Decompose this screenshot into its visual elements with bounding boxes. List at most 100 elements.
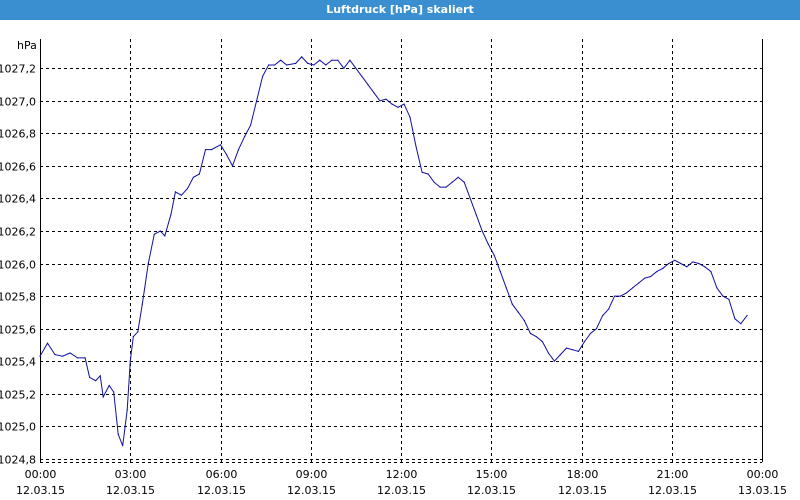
data-point xyxy=(113,391,115,393)
data-point xyxy=(415,145,417,147)
data-point xyxy=(256,100,258,102)
data-point xyxy=(746,315,748,317)
data-point xyxy=(728,298,730,300)
data-point xyxy=(307,62,309,64)
data-point xyxy=(451,181,453,183)
x-tick-time: 15:00 xyxy=(476,468,508,481)
data-point xyxy=(704,266,706,268)
data-point xyxy=(638,282,640,284)
data-point xyxy=(361,75,363,77)
data-point xyxy=(421,171,423,173)
data-point xyxy=(517,311,519,313)
x-tick-time: 00:00 xyxy=(25,468,57,481)
x-tick-time: 06:00 xyxy=(206,468,238,481)
data-point xyxy=(198,173,200,175)
data-point xyxy=(475,214,477,216)
data-point xyxy=(577,350,580,352)
data-point xyxy=(680,262,682,265)
data-point xyxy=(219,144,222,146)
data-point xyxy=(445,186,447,188)
y-tick-label: 1026,4 xyxy=(0,193,36,206)
data-point xyxy=(535,336,538,338)
data-point xyxy=(343,67,345,69)
data-point xyxy=(589,332,592,335)
data-point xyxy=(686,266,688,268)
data-point xyxy=(159,230,161,232)
data-point xyxy=(39,355,41,357)
y-axis-unit-label: hPa xyxy=(17,39,37,52)
data-point xyxy=(331,59,333,61)
data-point xyxy=(427,173,429,175)
data-point xyxy=(674,259,676,261)
data-point xyxy=(301,56,303,58)
data-point xyxy=(433,181,435,183)
data-point xyxy=(69,352,71,354)
data-point xyxy=(102,396,104,398)
data-point xyxy=(614,295,616,297)
data-point xyxy=(397,106,399,108)
data-point xyxy=(295,62,297,64)
data-point xyxy=(54,354,56,356)
pressure-chart: 1027,2 1027,0 1026,8 1026,6 1026,4 1026,2 1026… xyxy=(0,39,787,497)
y-tick-labels: 1027,2 1027,0 1026,8 1026,6 1026,4 1026,2 1026… xyxy=(0,63,36,467)
axes-layer xyxy=(40,39,763,463)
data-point xyxy=(325,64,327,66)
y-tick-label: 1025,4 xyxy=(0,356,36,369)
x-tick-time: 03:00 xyxy=(115,468,147,481)
y-tick-label: 1027,2 xyxy=(0,63,36,76)
data-point xyxy=(493,254,495,256)
data-point xyxy=(129,360,131,362)
data-point xyxy=(463,181,465,183)
data-point xyxy=(523,319,525,322)
y-tick-label: 1026,8 xyxy=(0,128,36,141)
y-tick-label: 1026,2 xyxy=(0,226,36,239)
data-point xyxy=(547,352,550,354)
data-point xyxy=(499,271,501,273)
window-title: Luftdruck [hPa] skaliert xyxy=(0,0,800,20)
data-point xyxy=(620,295,622,297)
data-point xyxy=(319,59,321,61)
x-tick-date: 12.03.15 xyxy=(377,484,426,497)
data-point xyxy=(99,375,101,377)
data-point xyxy=(511,303,513,305)
y-tick-label: 1026,6 xyxy=(0,161,36,174)
x-tick-time: 18:00 xyxy=(567,468,599,481)
data-point xyxy=(250,124,252,126)
data-point xyxy=(186,188,188,190)
data-point xyxy=(553,360,556,362)
x-tick-date: 12.03.15 xyxy=(197,484,246,497)
data-point xyxy=(529,332,532,335)
grid-layer xyxy=(40,39,762,462)
data-point xyxy=(385,98,387,100)
data-point xyxy=(164,235,166,237)
data-point xyxy=(650,275,652,278)
data-point xyxy=(141,303,143,305)
data-point xyxy=(716,287,718,289)
data-point xyxy=(710,271,712,273)
data-point xyxy=(349,59,351,61)
y-tick-label: 1025,2 xyxy=(0,389,36,402)
data-point xyxy=(268,64,270,66)
data-point xyxy=(379,100,381,102)
data-point xyxy=(698,262,700,265)
data-point xyxy=(132,336,134,338)
data-point xyxy=(147,262,149,265)
x-tick-date: 12.03.15 xyxy=(558,484,607,497)
data-point xyxy=(487,243,489,245)
x-tick-time: 21:00 xyxy=(657,468,689,481)
data-point xyxy=(668,262,670,265)
data-point xyxy=(244,136,246,138)
data-point xyxy=(204,149,207,151)
data-point xyxy=(170,214,172,216)
data-point xyxy=(192,176,194,178)
data-point xyxy=(481,230,483,232)
data-point xyxy=(662,267,664,269)
data-point xyxy=(656,271,658,273)
y-tick-label: 1025,0 xyxy=(0,421,36,434)
data-point xyxy=(367,84,369,86)
y-tick-label: 1027,0 xyxy=(0,96,36,109)
data-point xyxy=(95,380,97,382)
data-point xyxy=(337,59,339,61)
data-point xyxy=(373,92,375,94)
data-point xyxy=(313,64,315,66)
